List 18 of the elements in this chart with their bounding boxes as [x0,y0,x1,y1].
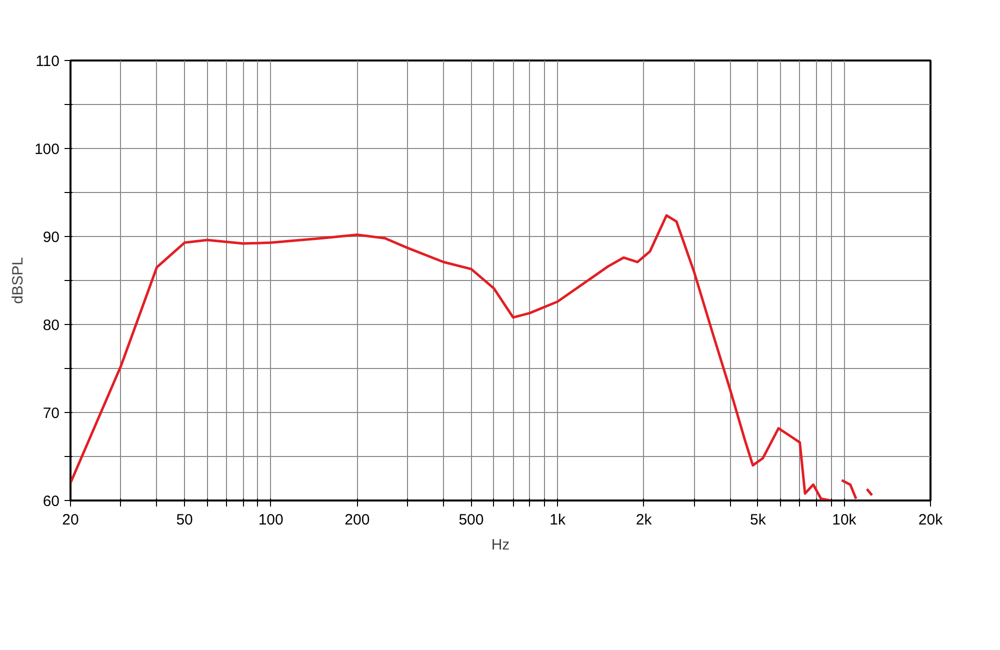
y-tick-label: 100 [34,141,60,158]
y-tick-label: 60 [42,493,60,510]
x-tick-label: 50 [176,512,193,528]
x-tick-label: 2k [636,512,652,528]
x-tick-label: 10k [832,512,857,528]
x-tick-label: 500 [458,512,484,528]
x-tick-label: 5k [750,512,766,528]
y-tick-label: 110 [36,53,60,70]
x-tick-label: 20k [918,512,944,528]
y-tick-label: 70 [42,405,60,422]
x-axis-title: Hz [491,536,510,554]
x-tick-label: 200 [344,512,370,528]
x-tick-label: 20 [62,512,79,528]
y-tick-label: 90 [42,229,60,246]
x-tick-label: 1k [550,512,566,528]
y-tick-label: 80 [42,317,60,334]
x-tick-label: 100 [258,512,284,528]
y-axis-title: dBSPL [9,257,26,304]
